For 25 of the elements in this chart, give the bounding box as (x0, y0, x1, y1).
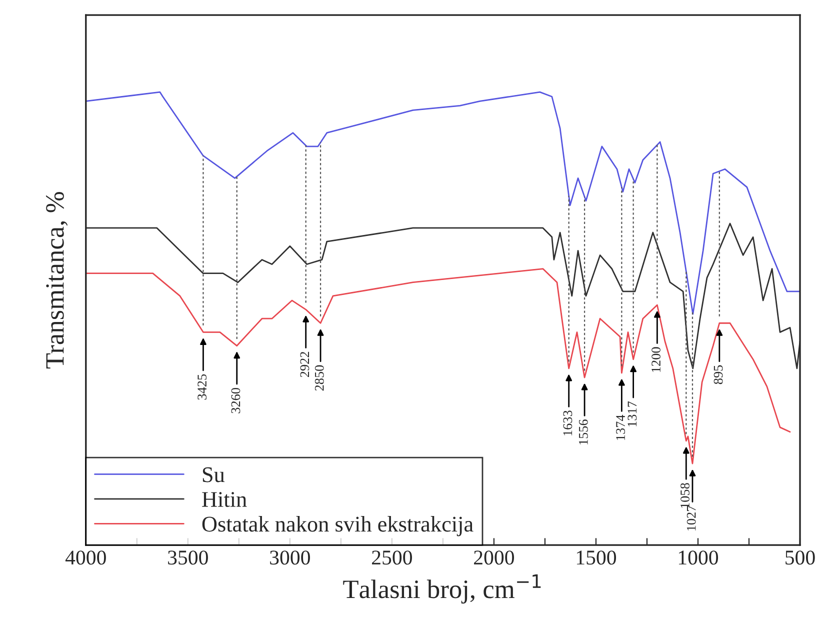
annotation: 3260 (231, 388, 240, 414)
x-tick-label: 2500 (372, 550, 412, 565)
legend-label: Hitin (202, 492, 247, 507)
annotation: 1317 (628, 401, 637, 426)
x-tick-label: 1000 (678, 550, 718, 565)
annotation: 1633 (563, 410, 572, 436)
x-tick-label: 2000 (474, 550, 514, 565)
annotation: 1200 (652, 347, 660, 372)
annotation: 3425 (198, 374, 207, 400)
annotation: 1374 (616, 414, 625, 440)
annotation: 1027 (686, 506, 696, 530)
annotation: 895 (714, 365, 723, 384)
annotation: 2922 (300, 352, 310, 378)
legend-label: Su (202, 467, 225, 482)
annotation: 1556 (578, 420, 588, 444)
annotation: 1058 (680, 483, 690, 508)
x-tick-label: 4000 (65, 550, 106, 565)
annotation: 2850 (314, 365, 324, 391)
legend-label: Ostatak nakon svih ekstrakcija (202, 516, 474, 536)
y-axis-title: Transmitanca, % (46, 192, 68, 369)
x-tick-label: 3000 (270, 550, 310, 565)
x-axis-title: Talasni broj, cm$^{−1}$ (343, 574, 541, 604)
x-tick-label: 500 (786, 550, 815, 565)
x-tick-label: 3500 (168, 550, 208, 565)
x-tick-label: 1500 (576, 550, 616, 565)
